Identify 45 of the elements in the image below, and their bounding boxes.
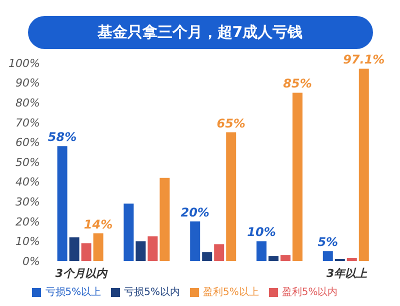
y-tick-label: 10% <box>16 235 40 248</box>
y-tick-label: 80% <box>16 96 40 110</box>
legend-label: 亏损5%以内 <box>124 287 180 298</box>
data-label: 14% <box>84 217 113 232</box>
data-label: 97.1% <box>343 52 385 67</box>
legend-label: 盈利5%以内 <box>282 287 338 298</box>
bar <box>226 132 236 261</box>
bar <box>57 146 68 261</box>
y-tick-label: 0% <box>22 254 40 268</box>
data-label: 5% <box>318 235 338 250</box>
bar <box>256 241 266 261</box>
y-tick-label: 40% <box>16 176 40 189</box>
y-tick-label: 20% <box>16 215 40 228</box>
y-tick-label: 100% <box>8 56 40 70</box>
data-label: 20% <box>180 205 210 220</box>
bar <box>280 255 290 261</box>
bar <box>268 256 278 261</box>
bar <box>160 178 170 261</box>
bar <box>93 233 104 261</box>
y-tick-label: 50% <box>16 156 40 169</box>
y-tick-label: 60% <box>16 136 40 150</box>
legend-label: 盈利5%以上 <box>203 287 259 298</box>
data-label: 58% <box>48 130 77 144</box>
data-label: 10% <box>247 225 276 240</box>
bar <box>214 244 224 261</box>
x-tick-label: 3年以上 <box>326 266 368 280</box>
bar <box>202 252 212 261</box>
y-tick-label: 90% <box>16 76 40 90</box>
bar <box>136 241 146 261</box>
legend-label: 亏损5%以上 <box>45 287 102 298</box>
y-tick-label: 70% <box>16 116 40 130</box>
bar <box>81 243 92 261</box>
bar <box>292 92 302 261</box>
x-tick-label: 3个月以内 <box>55 266 108 280</box>
bar <box>124 204 134 261</box>
bar <box>190 221 200 261</box>
bar <box>358 68 369 261</box>
y-tick-label: 30% <box>16 196 40 209</box>
data-label: 85% <box>283 76 312 91</box>
chart-title: 基金只拿三个月，超7成人亏钱 <box>28 16 372 49</box>
data-label: 65% <box>216 116 246 130</box>
bar <box>148 236 158 261</box>
bar <box>346 258 357 261</box>
bar <box>69 237 80 261</box>
bar <box>322 251 333 261</box>
